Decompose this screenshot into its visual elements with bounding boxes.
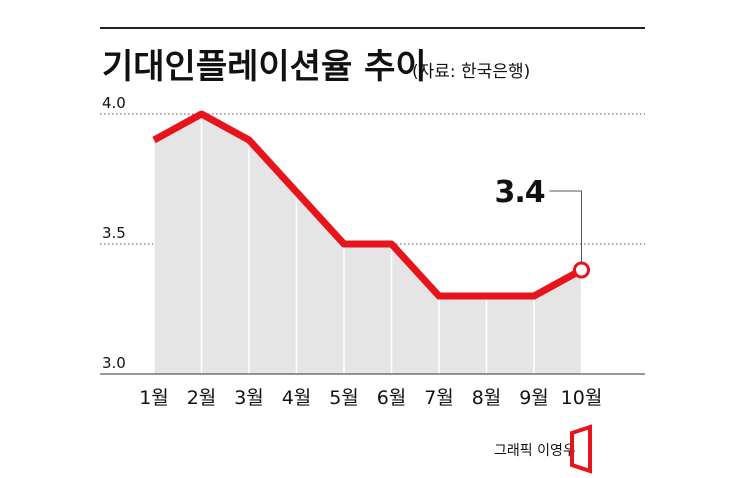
asiae-logo-icon [570,424,592,474]
x-category-0: 1월 [139,387,169,409]
series-line [152,110,584,300]
category-dividers [153,118,583,374]
x-category-6: 7월 [424,387,454,409]
y-tick-2: 4.0 [102,94,126,112]
x-category-9: 10월 [561,387,603,409]
last-point-marker [573,261,590,279]
chart-title: 기대인플레이션율 추이 [102,47,427,87]
callout-leader [549,190,582,262]
x-category-8: 9월 [519,387,549,409]
x-category-5: 6월 [377,387,407,409]
callout-value: 3.4 [495,175,545,210]
y-tick-1: 3.5 [102,224,126,242]
x-category-7: 8월 [472,387,502,409]
x-category-1: 2월 [187,387,217,409]
x-category-4: 5월 [329,387,359,409]
y-tick-0: 3.0 [102,354,126,372]
y-tick-labels: 3.0 3.5 4.0 [102,94,126,372]
chart-source: (자료: 한국은행) [412,62,530,82]
x-category-labels: 1월 2월 3월 4월 5월 6월 7월 8월 9월 10월 [139,387,602,409]
x-category-2: 3월 [234,387,264,409]
graphic-credit: 그래픽 이영우 [494,443,576,459]
x-category-3: 4월 [282,387,312,409]
